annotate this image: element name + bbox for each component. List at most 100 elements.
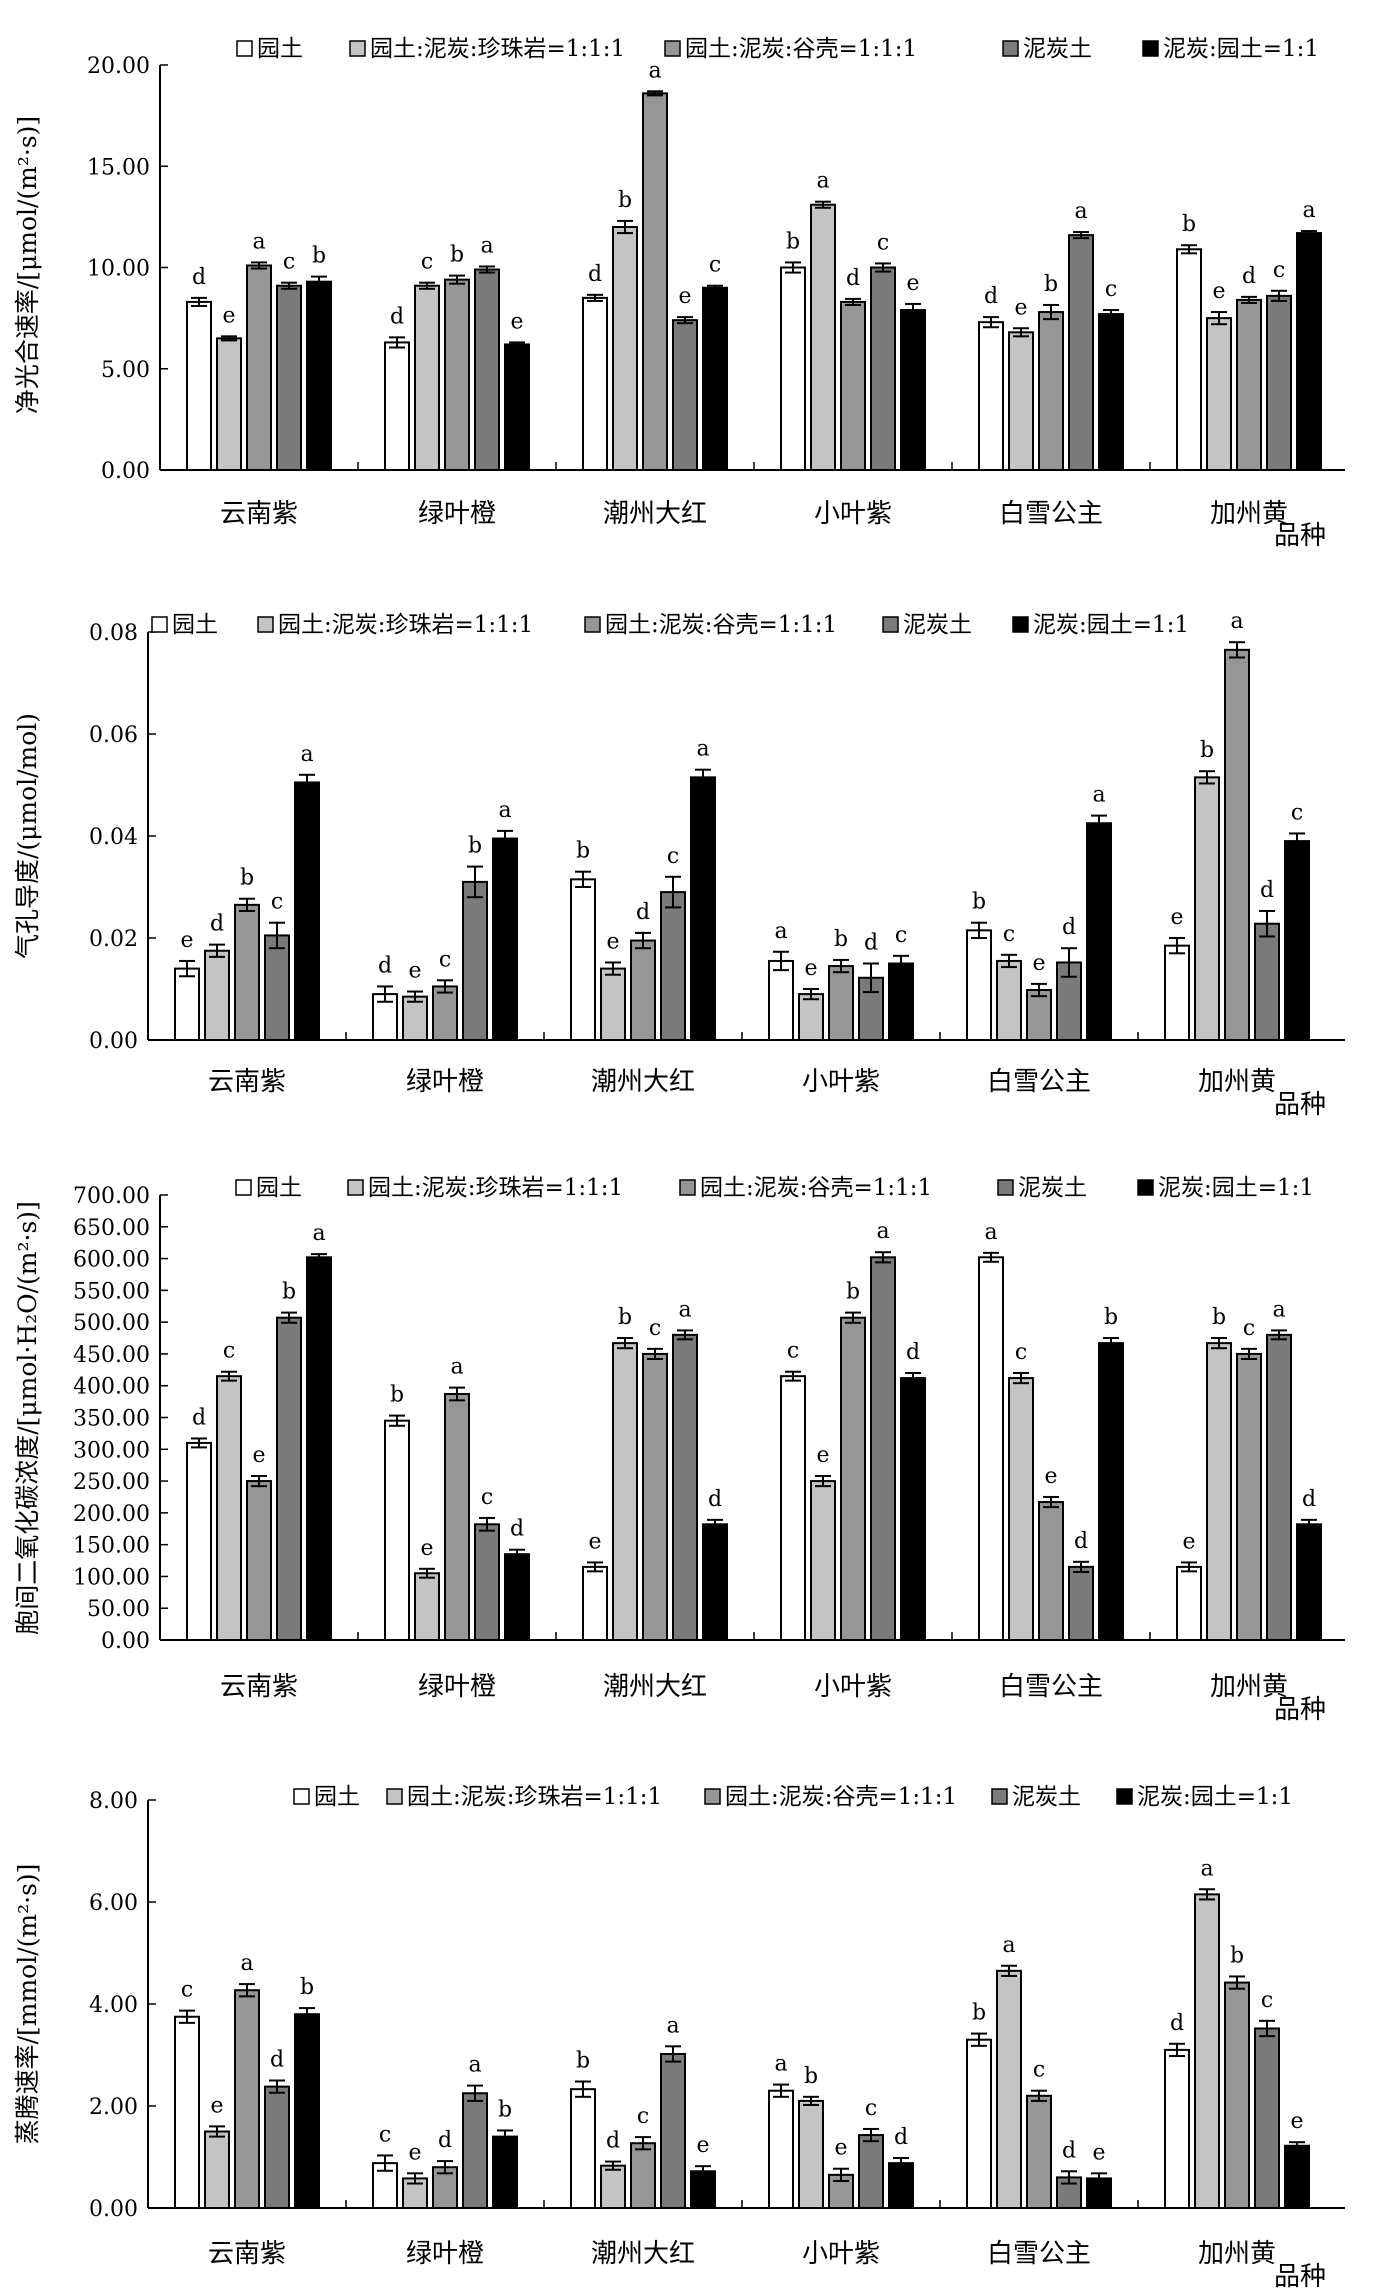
significance-letter: d	[1302, 1487, 1316, 1512]
bar	[444, 278, 470, 471]
bar	[582, 1565, 608, 1641]
significance-letter: d	[1062, 915, 1076, 940]
category-label: 加州黄	[1210, 1672, 1288, 1702]
legend-label: 园土:泥炭:珍珠岩=1:1:1	[278, 612, 533, 638]
category-label: 绿叶橙	[406, 2239, 484, 2269]
bar	[570, 2088, 596, 2209]
y-tick-label: 150.00	[73, 1534, 150, 1559]
bar	[306, 1256, 332, 1642]
bar	[780, 266, 806, 471]
bar	[384, 341, 410, 471]
significance-letter: a	[1302, 198, 1315, 223]
y-tick-label: 200.00	[73, 1502, 150, 1527]
legend-swatch	[236, 40, 253, 57]
category-label: 小叶紫	[802, 1067, 880, 1097]
legend-label: 园土	[256, 1175, 302, 1201]
bar	[780, 1375, 806, 1642]
bar	[174, 967, 200, 1041]
bar	[1164, 944, 1190, 1042]
legend-swatch	[1116, 1788, 1133, 1805]
legend-swatch	[1137, 1179, 1154, 1196]
category-label: 白雪公主	[987, 2239, 1091, 2269]
legend-label: 园土:泥炭:珍珠岩=1:1:1	[370, 36, 625, 62]
legend-swatch	[679, 1179, 696, 1196]
legend-label: 园土	[314, 1784, 360, 1810]
y-tick-label: 100.00	[73, 1565, 150, 1590]
bar	[1098, 1342, 1124, 1642]
significance-letter: a	[312, 1221, 325, 1246]
x-axis-label: 品种	[1274, 1695, 1326, 1725]
significance-letter: e	[1014, 295, 1027, 320]
significance-letter: b	[972, 890, 986, 915]
bar	[570, 878, 596, 1041]
significance-letter: e	[1182, 1529, 1195, 1554]
significance-letter: d	[1062, 2138, 1076, 2163]
significance-letter: b	[576, 839, 590, 864]
bar	[306, 280, 332, 471]
bar	[1266, 294, 1292, 471]
significance-letter: d	[894, 2125, 908, 2150]
significance-letter: c	[1273, 258, 1285, 283]
significance-letter: d	[636, 900, 650, 925]
bar	[660, 891, 686, 1041]
legend-label: 泥炭:园土=1:1	[1163, 36, 1319, 62]
category-label: 加州黄	[1210, 499, 1288, 529]
significance-letter: e	[408, 959, 421, 984]
significance-letter: c	[271, 890, 283, 915]
legend-label: 园土	[257, 36, 303, 62]
chart-panel-2: 0.00 0.02 0.04 0.06 0.08 气孔导度/(μmol/mol) 云南紫 绿叶…	[13, 609, 1345, 1120]
significance-letter: b	[390, 1383, 404, 1408]
legend-swatch	[349, 40, 366, 57]
category-label: 云南紫	[208, 2239, 286, 2269]
bar	[1284, 840, 1310, 1041]
significance-letter: e	[510, 309, 523, 334]
bar	[1206, 317, 1232, 471]
category-label: 小叶紫	[814, 1672, 892, 1702]
legend-swatch	[1012, 616, 1029, 633]
category-label: 云南紫	[208, 1067, 286, 1097]
category-label: 小叶紫	[814, 499, 892, 529]
bar	[870, 266, 896, 471]
significance-letter: d	[606, 2129, 620, 2154]
y-tick-label: 600.00	[73, 1248, 150, 1273]
y-tick-label: 50.00	[87, 1597, 150, 1622]
bar	[444, 1392, 470, 1641]
significance-letter: c	[1291, 800, 1303, 825]
significance-letter: e	[1032, 951, 1045, 976]
bar	[234, 903, 260, 1041]
category-label: 潮州大红	[591, 1067, 695, 1097]
legend-swatch	[584, 616, 601, 633]
bar	[504, 1553, 530, 1642]
bar	[768, 2089, 794, 2209]
significance-letter: c	[865, 2096, 877, 2121]
significance-letter: a	[678, 1297, 691, 1322]
significance-letter: e	[408, 2140, 421, 2165]
bar	[810, 1480, 836, 1641]
bar	[174, 2015, 200, 2209]
bar	[1284, 2144, 1310, 2210]
bar	[690, 776, 716, 1041]
significance-letter: e	[180, 928, 193, 953]
bar	[888, 962, 914, 1041]
significance-letter: d	[438, 2128, 452, 2153]
y-axis-label: 气孔导度/(μmol/mol)	[13, 713, 42, 959]
legend-label: 园土:泥炭:谷壳=1:1:1	[605, 612, 837, 638]
chart-panel-4: 0.00 2.00 4.00 6.00 8.00 蒸腾速率/[mmol/(m²·s)] 云南…	[13, 1784, 1345, 2292]
bar	[492, 2135, 518, 2210]
category-label: 加州黄	[1198, 2239, 1276, 2269]
bar	[966, 929, 992, 1041]
bar	[996, 1969, 1022, 2209]
bar	[294, 781, 320, 1041]
bar	[1296, 1523, 1322, 1642]
bar	[1236, 1352, 1262, 1642]
bar	[276, 284, 302, 471]
bar	[234, 1989, 260, 2209]
category-label: 潮州大红	[603, 499, 707, 529]
bar	[690, 2170, 716, 2210]
category-label: 绿叶橙	[418, 499, 496, 529]
bar	[1206, 1342, 1232, 1642]
significance-letter: a	[480, 233, 493, 258]
bar	[966, 2038, 992, 2209]
significance-letter: e	[816, 1443, 829, 1468]
legend-label: 园土:泥炭:谷壳=1:1:1	[685, 36, 917, 62]
